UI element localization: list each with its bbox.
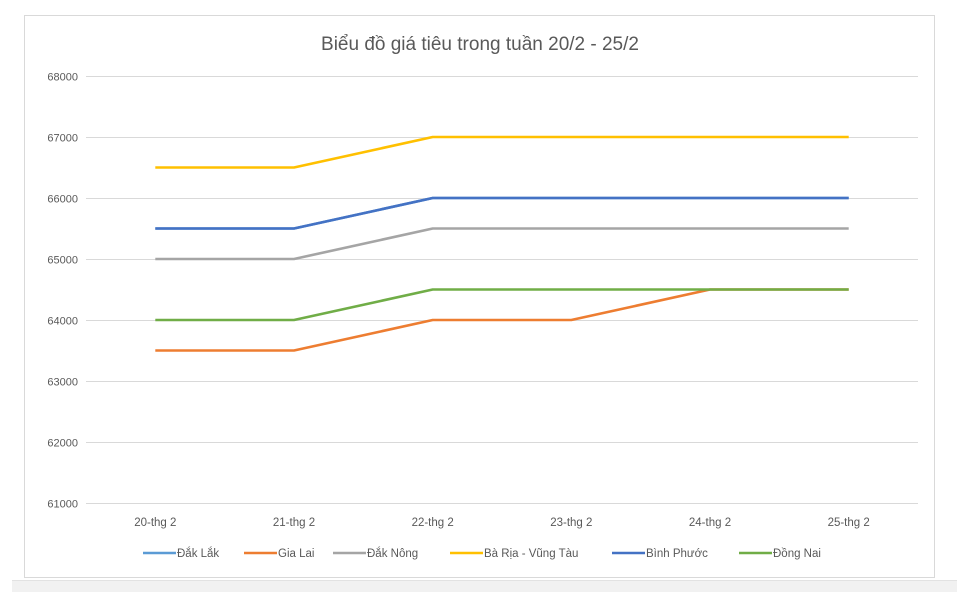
- x-tick-label: 20-thg 2: [134, 517, 176, 529]
- legend-item[interactable]: Bà Rịa - Vũng Tàu: [450, 548, 578, 560]
- legend-label: Đắk Lắk: [177, 547, 219, 560]
- series-line[interactable]: [155, 227, 849, 261]
- legend-label: Đắk Nông: [367, 547, 418, 560]
- series-line[interactable]: [155, 135, 849, 169]
- y-tick-label: 64000: [47, 316, 78, 328]
- plot-series: [155, 135, 849, 352]
- y-tick-label: 66000: [47, 194, 78, 206]
- legend-label: Đồng Nai: [773, 548, 821, 560]
- series-line[interactable]: [155, 196, 849, 230]
- y-tick-label: 68000: [47, 72, 78, 84]
- x-tick-label: 24-thg 2: [689, 517, 731, 529]
- series-line[interactable]: [155, 288, 849, 322]
- sheet-grid-strip: [12, 580, 957, 592]
- x-axis-labels: 20-thg 2 21-thg 2 22-thg 2 23-thg 2 24-thg 2…: [134, 517, 870, 529]
- legend-label: Bà Rịa - Vũng Tàu: [484, 548, 578, 560]
- legend[interactable]: Đắk Lắk Gia Lai Đắk Nông Bà Rịa - Vũng Tàu B…: [143, 547, 821, 560]
- chart-title[interactable]: Biểu đồ giá tiêu trong tuần 20/2 - 25/2: [321, 34, 639, 55]
- y-axis-labels: 61000 62000 63000 64000 65000 66000 67000 68000: [47, 72, 78, 511]
- chart-container[interactable]: [24, 15, 935, 578]
- y-tick-label: 67000: [47, 133, 78, 145]
- y-tick-label: 62000: [47, 438, 78, 450]
- legend-item[interactable]: Gia Lai: [244, 548, 314, 560]
- legend-item[interactable]: Đồng Nai: [739, 548, 821, 560]
- x-tick-label: 21-thg 2: [273, 517, 315, 529]
- legend-item[interactable]: Bình Phước: [612, 548, 708, 560]
- legend-item[interactable]: Đắk Nông: [333, 547, 418, 560]
- x-tick-label: 22-thg 2: [412, 517, 454, 529]
- y-tick-label: 61000: [47, 499, 78, 511]
- y-tick-label: 65000: [47, 255, 78, 267]
- series-line[interactable]: [155, 196, 849, 230]
- y-tick-label: 63000: [47, 377, 78, 389]
- legend-item[interactable]: Đắk Lắk: [143, 547, 219, 560]
- legend-label: Bình Phước: [646, 548, 708, 560]
- x-tick-label: 25-thg 2: [828, 517, 870, 529]
- x-tick-label: 23-thg 2: [550, 517, 592, 529]
- legend-label: Gia Lai: [278, 548, 314, 560]
